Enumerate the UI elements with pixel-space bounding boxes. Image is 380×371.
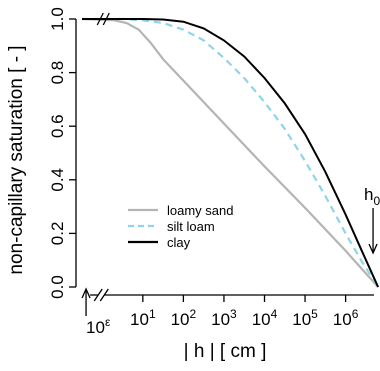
y-tick-label: 1.0 [48,7,67,31]
h0-arrow-head [368,243,378,255]
series-line-loamy-sand [81,17,379,288]
y-tick-label: 0.8 [48,61,67,85]
legend-label: loamy sand [167,203,233,218]
y-tick-label: 0.6 [48,114,67,138]
epsilon-arrow-head [81,287,91,299]
top-break-mark [102,12,110,26]
x-axis-break-mark [99,288,109,302]
series-line-silt-loam [82,17,380,288]
x-tick-label: 103 [211,307,237,329]
x-tick-label: 101 [130,307,156,329]
x-tick-label: 102 [171,307,197,329]
y-axis-label: non-capillary saturation [ - ] [6,45,27,274]
x-tick-label: 104 [252,307,278,329]
y-tick-label: 0.2 [48,222,67,246]
annotations: h0 [364,185,380,255]
series-layer [81,12,380,288]
x-axis: 101 102 103 104 105 106 10ε [81,287,374,337]
series-line-clay [82,18,380,288]
x-tick-label: 105 [292,307,318,329]
y-axis: 0.0 0.2 0.4 0.6 0.8 1.0 [48,7,77,299]
top-break-mark [96,12,104,26]
x-tick-label: 106 [333,307,359,329]
x-axis-break-mark [93,288,103,302]
legend-label: clay [167,235,191,250]
h0-label: h0 [364,185,380,208]
legend-label: silt loam [167,219,215,234]
x-break-label: 10ε [86,315,111,337]
x-axis-label: | h | [ cm ] [184,341,267,362]
y-tick-label: 0.4 [48,168,67,192]
y-tick-label: 0.0 [48,275,67,299]
